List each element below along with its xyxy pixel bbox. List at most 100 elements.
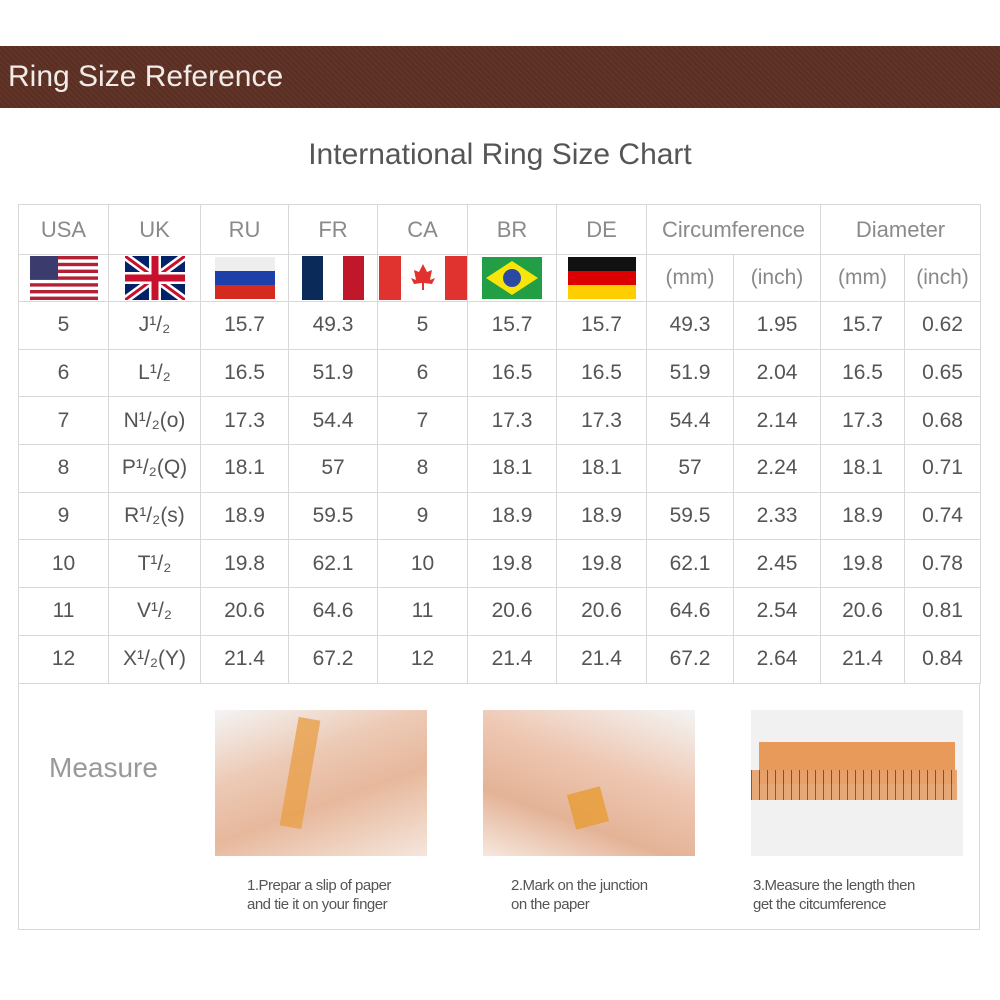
table-cell: 67.2 [646, 634, 734, 684]
table-cell: 2.33 [732, 491, 822, 541]
col-diameter: Diameter [820, 204, 982, 255]
table-cell: 20.6 [556, 587, 647, 636]
table-cell: 57 [646, 444, 734, 493]
table-cell: 54.4 [646, 396, 734, 446]
table-cell: 0.68 [904, 396, 982, 446]
table-cell: 62.1 [288, 539, 378, 589]
table-cell: 10 [377, 539, 468, 589]
table-cell: 51.9 [646, 348, 734, 398]
table-cell: 2.54 [732, 587, 822, 636]
table-cell: 21.4 [200, 634, 289, 684]
germany-flag-icon [567, 257, 636, 299]
brazil-flag-icon [482, 257, 542, 299]
table-cell: 2.14 [732, 396, 822, 446]
table-cell: 49.3 [646, 301, 734, 350]
table-cell: 51.9 [288, 348, 378, 398]
table-cell: 11 [18, 587, 109, 636]
table-cell: 15.7 [556, 301, 647, 350]
measure-section: Measure 1.Prepar a slip of paper and tie … [18, 684, 980, 930]
col-circumference: Circumference [645, 204, 822, 255]
table-cell: 9 [377, 491, 468, 541]
table-cell: 0.71 [904, 444, 982, 493]
table-cell: 16.5 [467, 348, 557, 398]
col-de: DE [556, 204, 647, 255]
table-cell: 15.7 [200, 301, 289, 350]
table-row: 9 R¹/₂(s) 18.9 59.5 9 18.9 18.9 59.5 2.33 18.9 0.7… [18, 491, 982, 541]
table-cell: 20.6 [200, 587, 289, 636]
us-flag-icon [29, 256, 98, 300]
table-cell: 15.7 [820, 301, 906, 350]
table-cell: 12 [377, 634, 468, 684]
step2-caption: 2.Mark on the junction on the paper [511, 877, 648, 913]
table-cell: 6 [18, 348, 109, 398]
table-cell: 0.65 [904, 348, 982, 398]
table-cell: 2.64 [732, 634, 822, 684]
table-cell: 21.4 [820, 634, 906, 684]
table-cell: 19.8 [556, 539, 647, 589]
table-cell: R¹/₂(s) [108, 491, 201, 541]
table-cell: 17.3 [200, 396, 289, 446]
table-cell: 67.2 [288, 634, 378, 684]
dia-mm-header: (mm) [820, 254, 906, 302]
table-cell: 1.95 [732, 301, 822, 350]
col-fr: FR [288, 204, 378, 255]
paper-strip-icon [566, 786, 610, 830]
table-cell: V¹/₂ [108, 587, 201, 636]
step3-caption: 3.Measure the length then get the citcumf… [753, 877, 915, 913]
step1-photo [215, 710, 427, 856]
table-cell: 18.9 [556, 491, 647, 541]
chart-title: International Ring Size Chart [308, 138, 692, 171]
table-cell: N¹/₂(o) [108, 396, 201, 446]
table-cell: 18.1 [467, 444, 557, 493]
table-cell: 54.4 [288, 396, 378, 446]
table-cell: 15.7 [467, 301, 557, 350]
table-cell: 16.5 [556, 348, 647, 398]
table-cell: 7 [377, 396, 468, 446]
table-cell: 0.74 [904, 491, 982, 541]
table-cell: 0.81 [904, 587, 982, 636]
table-cell: 57 [288, 444, 378, 493]
table-cell: 18.9 [467, 491, 557, 541]
table-row: 5 J¹/₂ 15.7 49.3 5 15.7 15.7 49.3 1.95 15.7 0.62 [18, 301, 982, 350]
dia-inch-header: (inch) [904, 254, 982, 302]
table-cell: 17.3 [467, 396, 557, 446]
table-cell: 59.5 [288, 491, 378, 541]
table-row: 11 V¹/₂ 20.6 64.6 11 20.6 20.6 64.6 2.54 20.6 0.81 [18, 587, 982, 636]
table-cell: 19.8 [200, 539, 289, 589]
paper-strip-icon [279, 716, 321, 830]
table-cell: J¹/₂ [108, 301, 201, 350]
flag-row: (mm) (inch) (mm) (inch) [18, 254, 982, 302]
table-cell: 2.45 [732, 539, 822, 589]
table-cell: 17.3 [820, 396, 906, 446]
table-cell: 5 [377, 301, 468, 350]
table-cell: 21.4 [556, 634, 647, 684]
table-row: 8 P¹/₂(Q) 18.1 57 8 18.1 18.1 57 2.24 18.1 0.71 [18, 444, 982, 493]
table-cell: 19.8 [467, 539, 557, 589]
table-cell: 18.1 [820, 444, 906, 493]
table-cell: 18.9 [200, 491, 289, 541]
uk-flag-icon [124, 256, 185, 300]
table-cell: 19.8 [820, 539, 906, 589]
col-br: BR [467, 204, 557, 255]
table-cell: T¹/₂ [108, 539, 201, 589]
table-cell: P¹/₂(Q) [108, 444, 201, 493]
table-cell: 7 [18, 396, 109, 446]
circ-inch-header: (inch) [732, 254, 822, 302]
table-cell: 2.24 [732, 444, 822, 493]
table-cell: 64.6 [646, 587, 734, 636]
header-banner: Ring Size Reference [0, 46, 1000, 108]
table-cell: 64.6 [288, 587, 378, 636]
table-cell: 21.4 [467, 634, 557, 684]
step2-photo [483, 710, 695, 856]
table-cell: 18.1 [556, 444, 647, 493]
col-uk: UK [108, 204, 201, 255]
table-row: 10 T¹/₂ 19.8 62.1 10 19.8 19.8 62.1 2.45 19.8 0.78 [18, 539, 982, 589]
col-ca: CA [377, 204, 468, 255]
ring-size-table: USA UK RU FR CA BR DE Circumference Diam… [18, 204, 982, 684]
table-cell: 0.78 [904, 539, 982, 589]
table-cell: 20.6 [820, 587, 906, 636]
table-cell: 62.1 [646, 539, 734, 589]
table-cell: 16.5 [820, 348, 906, 398]
ruler-icon [751, 770, 957, 800]
table-row: 12 X¹/₂(Y) 21.4 67.2 12 21.4 21.4 67.2 2.64 21.4 0… [18, 634, 982, 684]
